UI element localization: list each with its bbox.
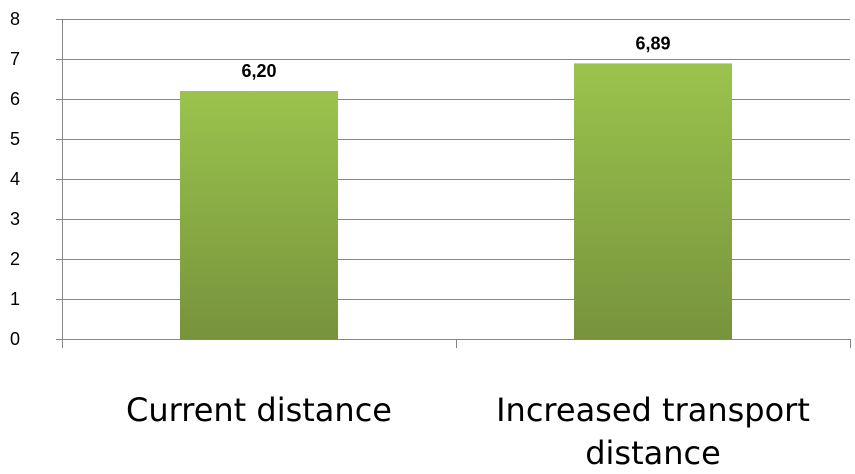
y-tick-label-2: 2 xyxy=(10,249,20,269)
category-label-1-line-0: Increased transport xyxy=(496,391,810,429)
bar-0 xyxy=(180,91,338,339)
y-tick-label-1: 1 xyxy=(10,289,20,309)
data-label-0: 6,20 xyxy=(241,61,276,81)
data-label-1: 6,89 xyxy=(635,33,670,53)
labels: 0 1 2 3 4 5 6 7 8 6,20 Current distance 6,89 Increas… xyxy=(10,9,810,472)
y-tick-label-8: 8 xyxy=(10,9,20,29)
category-label-0: Current distance xyxy=(126,391,392,429)
y-tick-label-7: 7 xyxy=(10,49,20,69)
y-tick-label-0: 0 xyxy=(10,329,20,349)
category-label-1-line-1: distance xyxy=(585,434,721,472)
bar-1 xyxy=(574,63,732,340)
y-tick-label-4: 4 xyxy=(10,169,20,189)
bars xyxy=(180,63,732,340)
y-tick-label-6: 6 xyxy=(10,89,20,109)
axes xyxy=(56,19,851,348)
y-tick-label-5: 5 xyxy=(10,129,20,149)
y-tick-label-3: 3 xyxy=(10,209,20,229)
